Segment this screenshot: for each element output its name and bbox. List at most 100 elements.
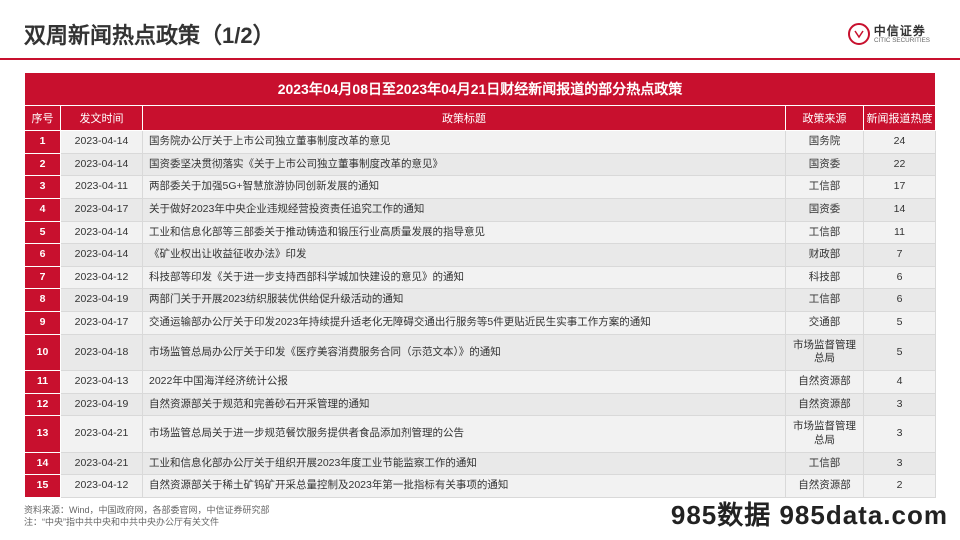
cell-title: 国务院办公厅关于上市公司独立董事制度改革的意见 (143, 131, 786, 154)
cell-idx: 15 (25, 475, 61, 498)
cell-title: 科技部等印发《关于进一步支持西部科学城加快建设的意见》的通知 (143, 266, 786, 289)
cell-heat: 17 (863, 176, 935, 199)
cell-source: 工信部 (785, 221, 863, 244)
cell-source: 工信部 (785, 452, 863, 475)
cell-heat: 3 (863, 393, 935, 416)
table-row: 12023-04-14国务院办公厅关于上市公司独立董事制度改革的意见国务院24 (25, 131, 936, 154)
cell-date: 2023-04-19 (61, 289, 143, 312)
cell-heat: 7 (863, 244, 935, 267)
col-header-idx: 序号 (25, 106, 61, 131)
cell-heat: 22 (863, 153, 935, 176)
cell-title: 交通运输部办公厅关于印发2023年持续提升适老化无障碍交通出行服务等5件更贴近民… (143, 312, 786, 335)
cell-title: 《矿业权出让收益征收办法》印发 (143, 244, 786, 267)
cell-date: 2023-04-11 (61, 176, 143, 199)
col-header-heat: 新闻报道热度 (863, 106, 935, 131)
cell-heat: 3 (863, 452, 935, 475)
cell-heat: 11 (863, 221, 935, 244)
cell-heat: 4 (863, 371, 935, 394)
cell-idx: 11 (25, 371, 61, 394)
cell-title: 自然资源部关于稀土矿钨矿开采总量控制及2023年第一批指标有关事项的通知 (143, 475, 786, 498)
cell-idx: 4 (25, 198, 61, 221)
table-body: 12023-04-14国务院办公厅关于上市公司独立董事制度改革的意见国务院242… (25, 131, 936, 498)
cell-source: 国资委 (785, 198, 863, 221)
brand-name-en: CITIC SECURITIES (874, 37, 930, 43)
accent-rule (0, 58, 960, 60)
table-row: 72023-04-12科技部等印发《关于进一步支持西部科学城加快建设的意见》的通… (25, 266, 936, 289)
cell-source: 自然资源部 (785, 475, 863, 498)
cell-title: 两部委关于加强5G+智慧旅游协同创新发展的通知 (143, 176, 786, 199)
cell-source: 国资委 (785, 153, 863, 176)
table-row: 52023-04-14工业和信息化部等三部委关于推动铸造和锻压行业高质量发展的指… (25, 221, 936, 244)
cell-title: 工业和信息化部等三部委关于推动铸造和锻压行业高质量发展的指导意见 (143, 221, 786, 244)
cell-date: 2023-04-17 (61, 312, 143, 335)
cell-source: 财政部 (785, 244, 863, 267)
page-title: 双周新闻热点政策（1/2） (24, 18, 275, 50)
cell-title: 市场监管总局关于进一步规范餐饮服务提供者食品添加剂管理的公告 (143, 416, 786, 452)
cell-idx: 5 (25, 221, 61, 244)
cell-idx: 7 (25, 266, 61, 289)
table-row: 122023-04-19自然资源部关于规范和完善砂石开采管理的通知自然资源部3 (25, 393, 936, 416)
cell-idx: 13 (25, 416, 61, 452)
cell-title: 国资委坚决贯彻落实《关于上市公司独立董事制度改革的意见》 (143, 153, 786, 176)
cell-heat: 14 (863, 198, 935, 221)
cell-source: 自然资源部 (785, 393, 863, 416)
table-row: 42023-04-17关于做好2023年中央企业违规经营投资责任追究工作的通知国… (25, 198, 936, 221)
table-header-row: 序号 发文时间 政策标题 政策来源 新闻报道热度 (25, 106, 936, 131)
cell-date: 2023-04-17 (61, 198, 143, 221)
policy-table-container: 2023年04月08日至2023年04月21日财经新闻报道的部分热点政策 序号 … (24, 72, 936, 498)
col-header-date: 发文时间 (61, 106, 143, 131)
cell-idx: 3 (25, 176, 61, 199)
cell-title: 两部门关于开展2023纺织服装优供给促升级活动的通知 (143, 289, 786, 312)
cell-idx: 10 (25, 334, 61, 370)
cell-source: 科技部 (785, 266, 863, 289)
cell-title: 关于做好2023年中央企业违规经营投资责任追究工作的通知 (143, 198, 786, 221)
cell-heat: 5 (863, 312, 935, 335)
cell-source: 市场监督管理总局 (785, 334, 863, 370)
table-row: 92023-04-17交通运输部办公厅关于印发2023年持续提升适老化无障碍交通… (25, 312, 936, 335)
brand-name-cn: 中信证券 (874, 25, 936, 37)
table-row: 82023-04-19两部门关于开展2023纺织服装优供给促升级活动的通知工信部… (25, 289, 936, 312)
cell-source: 国务院 (785, 131, 863, 154)
table-row: 112023-04-132022年中国海洋经济统计公报自然资源部4 (25, 371, 936, 394)
table-row: 152023-04-12自然资源部关于稀土矿钨矿开采总量控制及2023年第一批指… (25, 475, 936, 498)
cell-heat: 24 (863, 131, 935, 154)
col-header-source: 政策来源 (785, 106, 863, 131)
cell-date: 2023-04-14 (61, 131, 143, 154)
cell-title: 工业和信息化部办公厅关于组织开展2023年度工业节能监察工作的通知 (143, 452, 786, 475)
cell-idx: 6 (25, 244, 61, 267)
cell-idx: 2 (25, 153, 61, 176)
table-row: 22023-04-14国资委坚决贯彻落实《关于上市公司独立董事制度改革的意见》国… (25, 153, 936, 176)
cell-idx: 1 (25, 131, 61, 154)
cell-date: 2023-04-14 (61, 244, 143, 267)
table-row: 142023-04-21工业和信息化部办公厅关于组织开展2023年度工业节能监察… (25, 452, 936, 475)
watermark: 985数据 985data.com (671, 495, 948, 532)
brand-logo-icon (848, 23, 870, 45)
cell-source: 自然资源部 (785, 371, 863, 394)
cell-date: 2023-04-21 (61, 416, 143, 452)
header: 双周新闻热点政策（1/2） 中信证券 CITIC SECURITIES (24, 18, 936, 58)
cell-source: 工信部 (785, 176, 863, 199)
cell-date: 2023-04-19 (61, 393, 143, 416)
cell-heat: 2 (863, 475, 935, 498)
cell-idx: 8 (25, 289, 61, 312)
cell-heat: 5 (863, 334, 935, 370)
cell-source: 市场监督管理总局 (785, 416, 863, 452)
cell-source: 交通部 (785, 312, 863, 335)
table-row: 102023-04-18市场监管总局办公厅关于印发《医疗美容消费服务合同（示范文… (25, 334, 936, 370)
cell-title: 自然资源部关于规范和完善砂石开采管理的通知 (143, 393, 786, 416)
cell-date: 2023-04-18 (61, 334, 143, 370)
cell-date: 2023-04-12 (61, 475, 143, 498)
cell-heat: 6 (863, 289, 935, 312)
cell-date: 2023-04-14 (61, 221, 143, 244)
cell-title: 市场监管总局办公厅关于印发《医疗美容消费服务合同（示范文本）》的通知 (143, 334, 786, 370)
brand-logo: 中信证券 CITIC SECURITIES (848, 23, 936, 45)
table-banner: 2023年04月08日至2023年04月21日财经新闻报道的部分热点政策 (25, 73, 936, 106)
table-row: 32023-04-11两部委关于加强5G+智慧旅游协同创新发展的通知工信部17 (25, 176, 936, 199)
cell-date: 2023-04-13 (61, 371, 143, 394)
policy-table: 2023年04月08日至2023年04月21日财经新闻报道的部分热点政策 序号 … (24, 72, 936, 498)
cell-heat: 6 (863, 266, 935, 289)
cell-idx: 14 (25, 452, 61, 475)
cell-date: 2023-04-21 (61, 452, 143, 475)
cell-heat: 3 (863, 416, 935, 452)
cell-idx: 9 (25, 312, 61, 335)
